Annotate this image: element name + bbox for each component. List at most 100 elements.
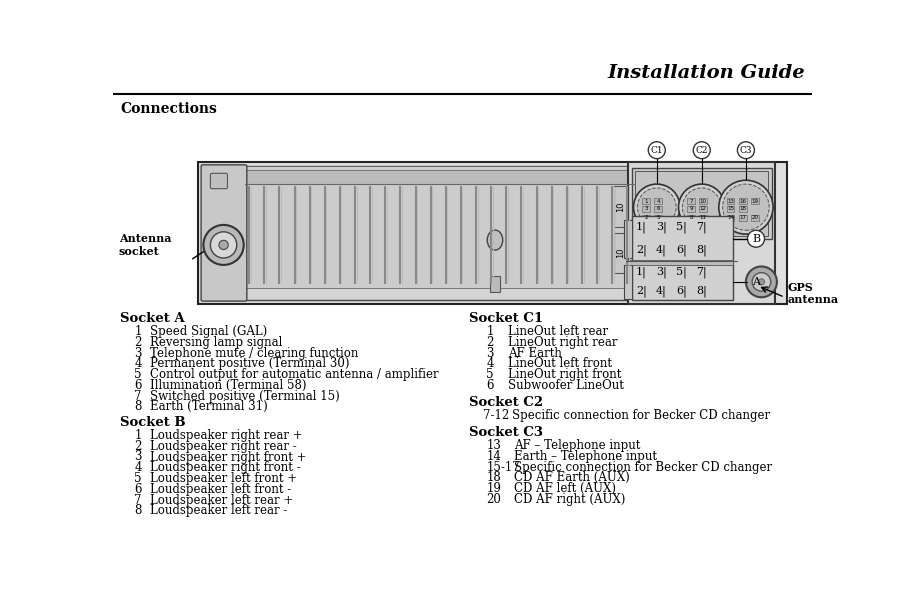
Circle shape [683, 188, 721, 226]
Bar [632, 168, 771, 239]
Bar [751, 215, 759, 221]
Circle shape [738, 142, 754, 159]
Text: Socket C1: Socket C1 [469, 312, 543, 325]
Text: C3: C3 [740, 146, 752, 155]
Text: 17: 17 [740, 215, 746, 220]
Text: Loudspeaker left rear +: Loudspeaker left rear + [150, 493, 293, 507]
Circle shape [752, 273, 770, 291]
Text: 20: 20 [751, 215, 759, 220]
Text: 15: 15 [727, 206, 734, 211]
Text: 6|: 6| [676, 245, 687, 256]
Text: 6|: 6| [676, 285, 687, 297]
Text: 7: 7 [134, 390, 142, 403]
Text: Earth (Terminal 31): Earth (Terminal 31) [150, 400, 268, 414]
Text: 4: 4 [134, 357, 142, 370]
Bar [642, 215, 649, 221]
Bar [624, 265, 632, 299]
Bar [632, 216, 732, 262]
Text: Antenna
socket: Antenna socket [119, 233, 171, 257]
Text: Subwoofer LineOut: Subwoofer LineOut [508, 379, 624, 392]
Text: 4|: 4| [656, 245, 667, 256]
Text: 6: 6 [657, 206, 660, 211]
Bar [635, 171, 769, 235]
Text: C1: C1 [650, 146, 663, 155]
Bar [245, 167, 635, 288]
Text: 3: 3 [134, 346, 142, 359]
Text: C2: C2 [695, 146, 708, 155]
Text: CD AF right (AUX): CD AF right (AUX) [514, 493, 626, 506]
Text: 3|: 3| [656, 221, 667, 233]
Text: 14: 14 [727, 215, 734, 220]
Text: 13: 13 [727, 198, 734, 204]
Text: 4|: 4| [656, 285, 667, 297]
Text: 6: 6 [134, 379, 142, 392]
Text: Installation Guide: Installation Guide [607, 65, 805, 82]
Bar [655, 215, 662, 221]
Circle shape [204, 225, 244, 265]
Text: Connections: Connections [121, 102, 217, 117]
Text: Loudspeaker left front -: Loudspeaker left front - [150, 483, 291, 496]
Text: GPS
antenna: GPS antenna [787, 282, 838, 306]
Circle shape [210, 232, 236, 258]
Text: 2: 2 [134, 336, 142, 349]
Text: 3: 3 [644, 206, 648, 211]
Text: 1: 1 [486, 325, 493, 338]
Text: AF – Telephone input: AF – Telephone input [514, 439, 640, 452]
Text: 7|: 7| [696, 267, 707, 278]
Bar [726, 206, 734, 212]
Circle shape [649, 142, 666, 159]
Text: 18: 18 [486, 472, 501, 484]
Bar [642, 198, 649, 204]
Text: CD AF Earth (AUX): CD AF Earth (AUX) [514, 472, 630, 484]
Text: 3|: 3| [656, 267, 667, 278]
Circle shape [719, 180, 773, 234]
Text: Specific connection for Becker CD changer: Specific connection for Becker CD change… [514, 461, 772, 473]
Bar [245, 170, 635, 184]
Text: 8|: 8| [696, 245, 707, 256]
Circle shape [638, 188, 676, 226]
Text: 10: 10 [616, 201, 625, 212]
Text: 15-17: 15-17 [486, 461, 520, 473]
Text: 3: 3 [486, 346, 493, 359]
Bar [699, 198, 707, 204]
Text: 6: 6 [134, 483, 142, 496]
Bar [628, 162, 776, 304]
Bar [614, 187, 627, 227]
Text: 1: 1 [134, 325, 142, 338]
Text: 5|: 5| [676, 221, 687, 233]
Text: Socket C3: Socket C3 [469, 426, 543, 439]
Text: Reversing lamp signal: Reversing lamp signal [150, 336, 282, 349]
Text: 5|: 5| [676, 267, 687, 278]
Text: 7-12: 7-12 [483, 409, 510, 422]
Bar [687, 215, 695, 221]
Text: 18: 18 [740, 206, 746, 211]
Text: 8: 8 [689, 215, 693, 220]
Text: 14: 14 [486, 450, 502, 463]
Bar [632, 264, 732, 300]
Bar [751, 198, 759, 204]
Bar [739, 206, 747, 212]
Text: 10: 10 [616, 248, 625, 259]
Text: LineOut left front: LineOut left front [508, 357, 612, 370]
Text: 1|: 1| [636, 221, 647, 233]
Text: 9: 9 [689, 206, 693, 211]
Text: Loudspeaker left rear -: Loudspeaker left rear - [150, 504, 288, 517]
Text: 7|: 7| [696, 221, 707, 233]
Bar [624, 220, 632, 258]
Text: CD AF left (AUX): CD AF left (AUX) [514, 482, 616, 495]
Text: 12: 12 [700, 206, 707, 211]
Bar [687, 198, 695, 204]
Text: 10: 10 [700, 198, 707, 204]
Text: Socket B: Socket B [121, 416, 186, 429]
Text: 6: 6 [486, 379, 493, 392]
Text: Control output for automatic antenna / amplifier: Control output for automatic antenna / a… [150, 368, 438, 381]
Text: A: A [752, 277, 760, 287]
Bar [726, 215, 734, 221]
Text: 1: 1 [644, 198, 648, 204]
Text: 8|: 8| [696, 285, 707, 297]
Text: LineOut left rear: LineOut left rear [508, 325, 608, 338]
Text: 20: 20 [486, 493, 502, 506]
Text: B: B [752, 234, 760, 244]
Bar [203, 167, 631, 300]
Text: 3: 3 [134, 451, 142, 464]
